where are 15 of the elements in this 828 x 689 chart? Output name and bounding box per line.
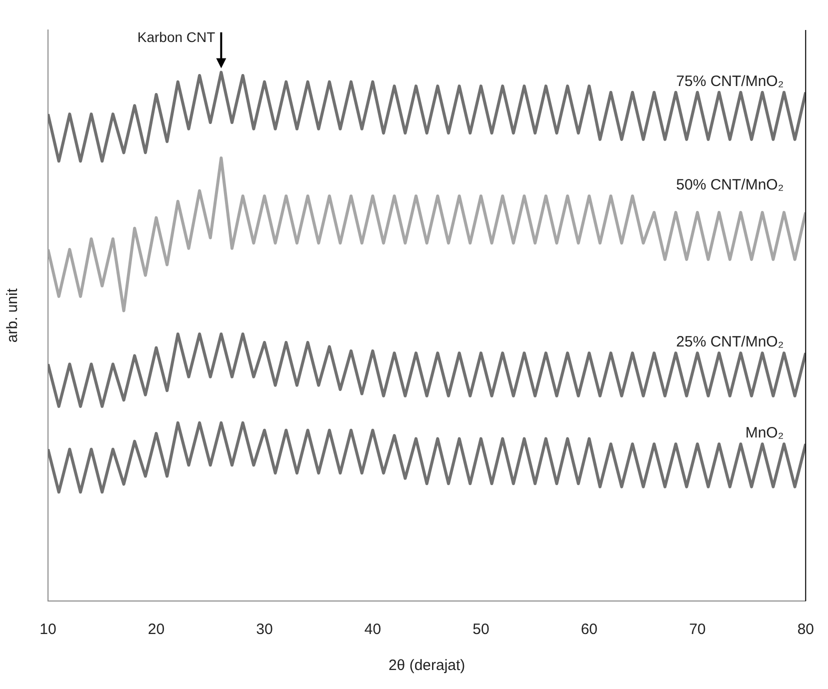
y-axis-title: arb. unit xyxy=(4,288,22,343)
annotation: Karbon CNT xyxy=(137,29,216,46)
series-label: MnO₂ xyxy=(745,424,784,442)
x-tick-label: 70 xyxy=(689,621,706,638)
x-tick-label: 40 xyxy=(364,621,382,638)
series-label: 50% CNT/MnO₂ xyxy=(676,176,784,194)
x-axis-title: 2θ (derajat) xyxy=(388,657,466,674)
series-label: 25% CNT/MnO₂ xyxy=(676,334,784,351)
x-tick-label: 30 xyxy=(256,621,273,638)
x-tick-label: 60 xyxy=(580,621,598,638)
x-tick-label: 20 xyxy=(148,621,165,638)
x-tick-label: 80 xyxy=(797,621,814,638)
x-tick-label: 50 xyxy=(472,621,490,638)
x-tick-label: 10 xyxy=(40,621,56,638)
series-label: 75% CNT/MnO₂ xyxy=(676,73,784,90)
